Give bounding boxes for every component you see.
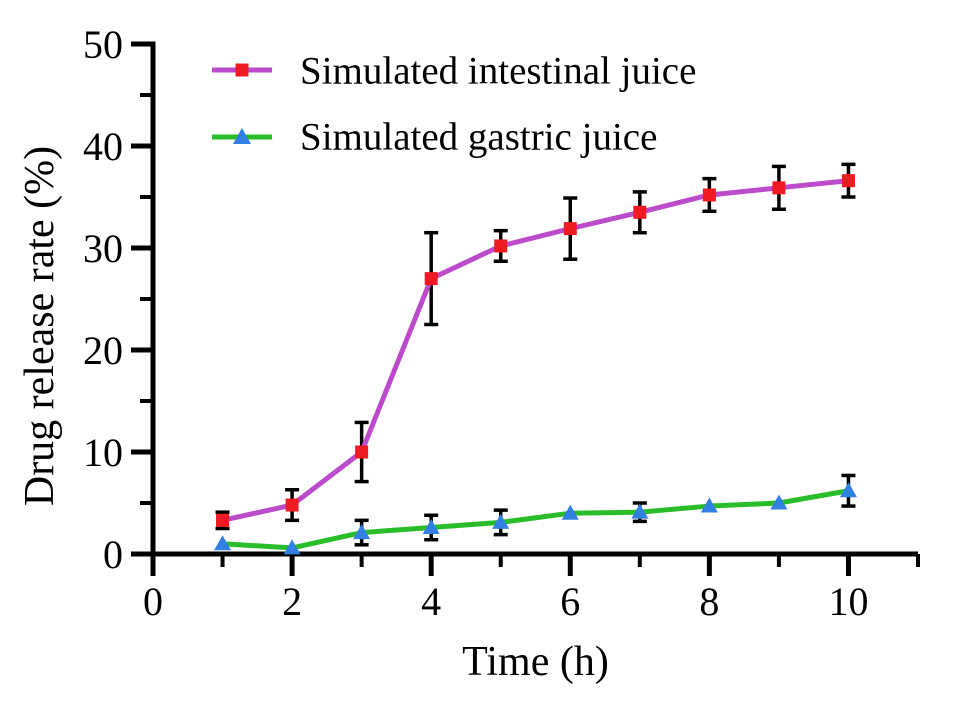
triangle-marker — [353, 524, 371, 540]
triangle-marker — [770, 494, 788, 510]
triangle-marker — [422, 518, 440, 534]
triangle-marker — [561, 504, 579, 520]
square-marker — [772, 181, 786, 195]
x-tick-label: 8 — [699, 579, 719, 624]
y-tick-label: 50 — [83, 22, 123, 67]
square-marker — [563, 222, 577, 236]
legend-square-marker-icon — [235, 63, 249, 77]
triangle-marker — [214, 535, 232, 551]
square-marker — [424, 272, 438, 286]
x-tick-label: 10 — [828, 579, 868, 624]
x-axis-title: Time (h) — [462, 639, 609, 685]
square-marker — [702, 188, 716, 202]
x-axis-ticks: 0 2 4 6 8 10 — [143, 554, 920, 624]
triangle-marker — [839, 482, 857, 498]
series-line — [220, 488, 851, 551]
square-marker — [841, 174, 855, 188]
y-tick-label: 20 — [83, 328, 123, 373]
series-line — [220, 178, 851, 523]
legend-triangle-marker-icon — [233, 128, 251, 144]
square-marker — [285, 498, 299, 512]
x-tick-label: 4 — [421, 579, 441, 624]
series-intestinal — [215, 162, 856, 531]
triangle-marker — [492, 513, 510, 529]
y-tick-label: 10 — [83, 430, 123, 475]
triangle-marker — [631, 503, 649, 519]
square-marker — [494, 239, 508, 253]
triangle-marker — [700, 497, 718, 513]
legend-label-gastric: Simulated gastric juice — [300, 115, 658, 159]
x-tick-label: 6 — [560, 579, 580, 624]
y-tick-label: 0 — [103, 532, 123, 577]
square-marker — [355, 445, 369, 459]
square-marker — [216, 513, 230, 527]
x-tick-label: 0 — [143, 579, 163, 624]
x-tick-label: 2 — [282, 579, 302, 624]
legend-label-intestinal: Simulated intestinal juice — [300, 49, 697, 93]
y-tick-label: 40 — [83, 124, 123, 169]
y-tick-label: 30 — [83, 226, 123, 271]
triangle-marker — [283, 539, 301, 555]
y-axis-ticks: 0 10 20 30 40 50 — [83, 22, 153, 577]
y-axis-title: Drug release rate (%) — [17, 145, 63, 507]
square-marker — [633, 205, 647, 219]
series-gastric — [214, 473, 857, 555]
legend-keys — [212, 63, 272, 144]
